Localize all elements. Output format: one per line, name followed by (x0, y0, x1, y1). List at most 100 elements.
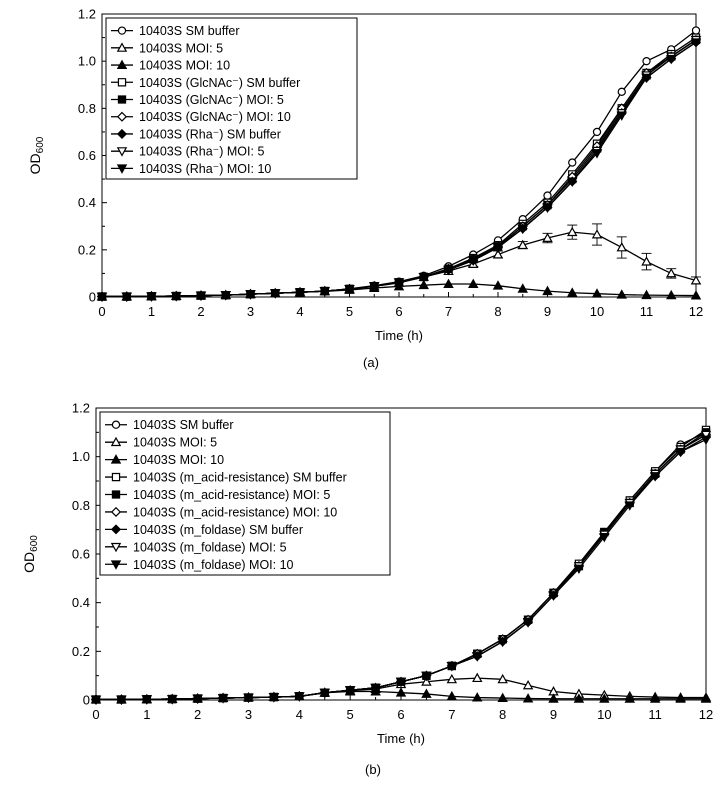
legend-marker (116, 128, 128, 139)
legend-marker (116, 42, 128, 52)
data-point (567, 287, 578, 297)
data-point (245, 290, 256, 300)
legend-item: 10403S MOI: 5 (105, 436, 217, 450)
data-point (492, 280, 504, 290)
series-3 (90, 686, 712, 704)
y-tick-label: 0.6 (78, 148, 96, 163)
data-point (418, 272, 429, 283)
x-tick-label: 5 (347, 707, 354, 722)
legend-marker (111, 490, 121, 499)
legend-item: 10403S (m_acid-resistance) MOI: 10 (105, 505, 337, 519)
data-point (268, 693, 280, 703)
legend-item: 10403S (GlcNAc⁻) MOI: 5 (111, 93, 284, 107)
y-tick-label: 0 (89, 290, 96, 305)
legend-label: 10403S (m_acid-resistance) SM buffer (133, 471, 347, 485)
data-point (370, 683, 381, 694)
data-point (96, 292, 108, 302)
data-point (141, 695, 153, 705)
legend-item: 10403S (GlcNAc⁻) MOI: 10 (111, 110, 291, 124)
data-point (146, 292, 157, 302)
y-tick-label: 1.2 (72, 401, 90, 416)
legend-marker (116, 164, 128, 174)
data-point (567, 226, 578, 237)
legend-marker (117, 78, 127, 87)
legend-label: 10403S (Rha⁻) MOI: 10 (139, 162, 271, 176)
legend-item: 10403S (m_foldase) SM buffer (105, 523, 303, 537)
data-point (421, 671, 432, 682)
data-point (395, 687, 407, 697)
legend-marker (117, 26, 127, 35)
data-point (522, 618, 534, 628)
legend-marker (110, 560, 122, 570)
data-point (369, 282, 380, 292)
data-point (468, 256, 479, 266)
data-point (217, 694, 229, 704)
x-tick-label: 8 (499, 707, 506, 722)
y-tick-label: 0 (83, 693, 90, 708)
x-tick-label: 0 (92, 707, 99, 722)
x-tick-label: 12 (699, 707, 713, 722)
y-tick-label: 0.8 (78, 101, 96, 116)
series-9 (96, 38, 702, 302)
y-tick-label: 0.2 (72, 644, 90, 659)
legend-item: 10403S (Rha⁻) MOI: 10 (111, 162, 271, 176)
data-point (649, 693, 661, 703)
x-tick-label: 1 (148, 304, 155, 319)
data-point (497, 692, 508, 703)
data-point (543, 191, 552, 200)
data-point (517, 283, 528, 293)
legend-marker (110, 542, 122, 553)
y-axis-label: OD600 (27, 136, 46, 174)
data-point (617, 87, 626, 96)
legend-label: 10403S (Rha⁻) MOI: 5 (139, 145, 264, 159)
x-tick-label: 11 (648, 707, 662, 722)
y-tick-label: 0.6 (72, 547, 90, 562)
data-point (666, 289, 677, 300)
data-point (542, 232, 553, 243)
legend-label: 10403S MOI: 10 (139, 59, 230, 73)
x-tick-label: 1 (143, 707, 150, 722)
data-point (446, 661, 458, 672)
data-point (319, 287, 330, 297)
data-point (344, 285, 355, 295)
data-point (468, 278, 479, 288)
data-point (548, 591, 559, 601)
legend-label: 10403S (GlcNAc⁻) MOI: 10 (139, 110, 291, 124)
x-axis-label: Time (h) (375, 328, 423, 343)
legend-marker (110, 454, 122, 464)
data-point (344, 686, 356, 696)
data-point (599, 693, 610, 703)
data-point (195, 291, 207, 302)
legend-item: 10403S MOI: 10 (105, 453, 224, 467)
legend-box (105, 17, 358, 180)
x-tick-label: 0 (98, 304, 105, 319)
legend-label: 10403S (m_acid-resistance) MOI: 10 (133, 505, 337, 519)
legend-label: 10403S (Rha⁻) SM buffer (139, 127, 281, 141)
data-point (492, 243, 504, 253)
data-point (446, 690, 458, 701)
x-tick-label: 3 (245, 707, 252, 722)
data-point (641, 256, 652, 266)
x-tick-label: 4 (296, 304, 303, 319)
x-tick-label: 9 (550, 707, 557, 722)
data-point (443, 278, 454, 288)
data-point (599, 533, 610, 543)
legend-marker (116, 111, 128, 122)
y-axis-label-subscript: 600 (35, 136, 46, 153)
data-point (421, 688, 432, 698)
data-point (592, 127, 602, 137)
data-point (616, 111, 627, 121)
data-point (443, 265, 454, 276)
data-point (421, 676, 432, 686)
legend-label: 10403S SM buffer (133, 418, 234, 432)
data-point (642, 56, 651, 66)
y-tick-label: 1.2 (78, 7, 96, 22)
legend-marker (110, 506, 122, 517)
y-axis-label-main: OD (21, 552, 37, 573)
x-axis-label: Time (h) (377, 731, 425, 746)
y-tick-label: 1.0 (72, 449, 90, 464)
x-tick-label: 2 (194, 707, 201, 722)
data-point (472, 692, 483, 702)
legend-item: 10403S SM buffer (111, 24, 240, 38)
data-point (700, 693, 712, 703)
